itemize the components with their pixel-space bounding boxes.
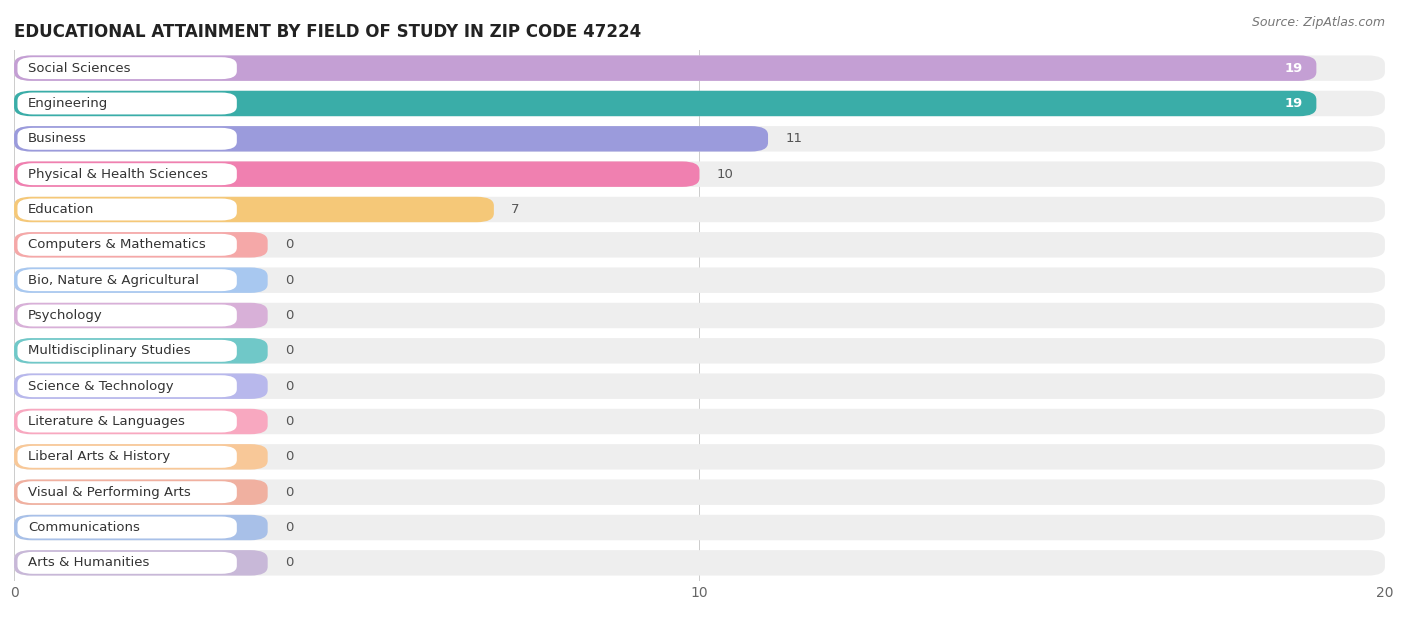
FancyBboxPatch shape: [14, 162, 700, 187]
FancyBboxPatch shape: [14, 338, 267, 363]
FancyBboxPatch shape: [14, 268, 267, 293]
FancyBboxPatch shape: [14, 162, 1385, 187]
FancyBboxPatch shape: [14, 480, 1385, 505]
FancyBboxPatch shape: [14, 197, 1385, 222]
Text: Bio, Nature & Agricultural: Bio, Nature & Agricultural: [28, 274, 198, 286]
Text: 0: 0: [285, 415, 294, 428]
Text: 0: 0: [285, 309, 294, 322]
Text: Computers & Mathematics: Computers & Mathematics: [28, 239, 205, 251]
FancyBboxPatch shape: [14, 126, 768, 151]
FancyBboxPatch shape: [14, 56, 1316, 81]
FancyBboxPatch shape: [17, 93, 236, 114]
Text: 0: 0: [285, 486, 294, 498]
FancyBboxPatch shape: [14, 91, 1316, 116]
Text: 0: 0: [285, 557, 294, 569]
FancyBboxPatch shape: [14, 374, 1385, 399]
FancyBboxPatch shape: [17, 305, 236, 326]
Text: Psychology: Psychology: [28, 309, 103, 322]
FancyBboxPatch shape: [17, 340, 236, 362]
FancyBboxPatch shape: [17, 446, 236, 468]
Text: 0: 0: [285, 451, 294, 463]
FancyBboxPatch shape: [17, 517, 236, 538]
Text: Source: ZipAtlas.com: Source: ZipAtlas.com: [1251, 16, 1385, 29]
FancyBboxPatch shape: [17, 57, 236, 79]
FancyBboxPatch shape: [17, 481, 236, 503]
Text: 0: 0: [285, 345, 294, 357]
Text: Communications: Communications: [28, 521, 139, 534]
FancyBboxPatch shape: [14, 56, 1385, 81]
FancyBboxPatch shape: [14, 444, 1385, 469]
FancyBboxPatch shape: [14, 303, 267, 328]
Text: Business: Business: [28, 133, 87, 145]
Text: Education: Education: [28, 203, 94, 216]
Text: EDUCATIONAL ATTAINMENT BY FIELD OF STUDY IN ZIP CODE 47224: EDUCATIONAL ATTAINMENT BY FIELD OF STUDY…: [14, 23, 641, 40]
FancyBboxPatch shape: [17, 163, 236, 185]
Text: Science & Technology: Science & Technology: [28, 380, 173, 392]
FancyBboxPatch shape: [14, 91, 1385, 116]
Text: 0: 0: [285, 521, 294, 534]
FancyBboxPatch shape: [14, 232, 1385, 257]
FancyBboxPatch shape: [14, 409, 1385, 434]
Text: 11: 11: [785, 133, 803, 145]
Text: Liberal Arts & History: Liberal Arts & History: [28, 451, 170, 463]
FancyBboxPatch shape: [17, 375, 236, 397]
Text: 0: 0: [285, 274, 294, 286]
FancyBboxPatch shape: [17, 199, 236, 220]
FancyBboxPatch shape: [14, 515, 1385, 540]
FancyBboxPatch shape: [17, 269, 236, 291]
FancyBboxPatch shape: [14, 515, 267, 540]
FancyBboxPatch shape: [14, 303, 1385, 328]
FancyBboxPatch shape: [17, 552, 236, 574]
Text: Social Sciences: Social Sciences: [28, 62, 131, 74]
Text: Physical & Health Sciences: Physical & Health Sciences: [28, 168, 208, 180]
Text: 0: 0: [285, 239, 294, 251]
Text: Literature & Languages: Literature & Languages: [28, 415, 184, 428]
Text: 19: 19: [1285, 97, 1303, 110]
FancyBboxPatch shape: [14, 444, 267, 469]
Text: Engineering: Engineering: [28, 97, 108, 110]
Text: 10: 10: [717, 168, 734, 180]
FancyBboxPatch shape: [14, 480, 267, 505]
FancyBboxPatch shape: [14, 197, 494, 222]
FancyBboxPatch shape: [17, 128, 236, 150]
FancyBboxPatch shape: [14, 232, 267, 257]
Text: Multidisciplinary Studies: Multidisciplinary Studies: [28, 345, 190, 357]
FancyBboxPatch shape: [14, 550, 1385, 575]
FancyBboxPatch shape: [14, 126, 1385, 151]
FancyBboxPatch shape: [14, 550, 267, 575]
FancyBboxPatch shape: [14, 338, 1385, 363]
Text: 19: 19: [1285, 62, 1303, 74]
FancyBboxPatch shape: [14, 268, 1385, 293]
FancyBboxPatch shape: [17, 411, 236, 432]
Text: Arts & Humanities: Arts & Humanities: [28, 557, 149, 569]
FancyBboxPatch shape: [14, 409, 267, 434]
Text: Visual & Performing Arts: Visual & Performing Arts: [28, 486, 191, 498]
FancyBboxPatch shape: [14, 374, 267, 399]
Text: 7: 7: [510, 203, 519, 216]
FancyBboxPatch shape: [17, 234, 236, 256]
Text: 0: 0: [285, 380, 294, 392]
